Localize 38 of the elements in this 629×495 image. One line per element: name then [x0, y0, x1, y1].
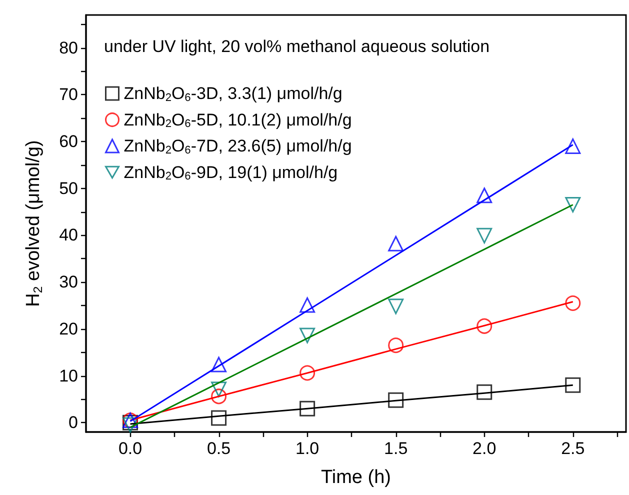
x-tick-label: 2.5: [561, 439, 585, 458]
point: [211, 382, 227, 398]
point: [388, 236, 404, 252]
y-axis-title: H2 evolved (μmol/g): [22, 140, 45, 307]
point: [211, 410, 227, 426]
point: [565, 197, 581, 213]
y-tick-label: 10: [59, 366, 78, 386]
annotation: under UV light, 20 vol% methanol aqueous solution: [104, 37, 490, 56]
point: [565, 377, 581, 393]
y-tick-label: 0: [68, 413, 78, 432]
point: [476, 188, 492, 204]
x-tick-label: 0.0: [118, 439, 142, 458]
y-tick-label: 20: [59, 319, 78, 338]
y-tick-label: 80: [59, 38, 78, 58]
y-tick-label: 30: [59, 272, 78, 292]
x-tick-label: 1.0: [295, 439, 320, 458]
point: [388, 338, 404, 354]
x-axis-title: Time (h): [320, 467, 392, 488]
x-tick-label: 2.0: [472, 439, 496, 458]
point: [211, 356, 227, 372]
point: [565, 138, 581, 154]
point: [476, 384, 492, 400]
point: [565, 295, 581, 311]
point: [388, 298, 404, 314]
y-tick-label: 40: [59, 226, 78, 245]
point: [388, 392, 404, 408]
y-tick-label: 60: [59, 132, 78, 152]
point: [300, 328, 316, 344]
point: [300, 365, 316, 381]
x-tick-label: 0.5: [206, 439, 231, 458]
point: [300, 400, 316, 416]
x-tick-label: 1.5: [384, 439, 408, 458]
y-tick-label: 70: [59, 85, 78, 104]
point: [300, 297, 316, 313]
y-tick-label: 50: [59, 178, 78, 198]
point: [476, 228, 492, 244]
point: [211, 388, 227, 404]
point: [476, 318, 492, 334]
